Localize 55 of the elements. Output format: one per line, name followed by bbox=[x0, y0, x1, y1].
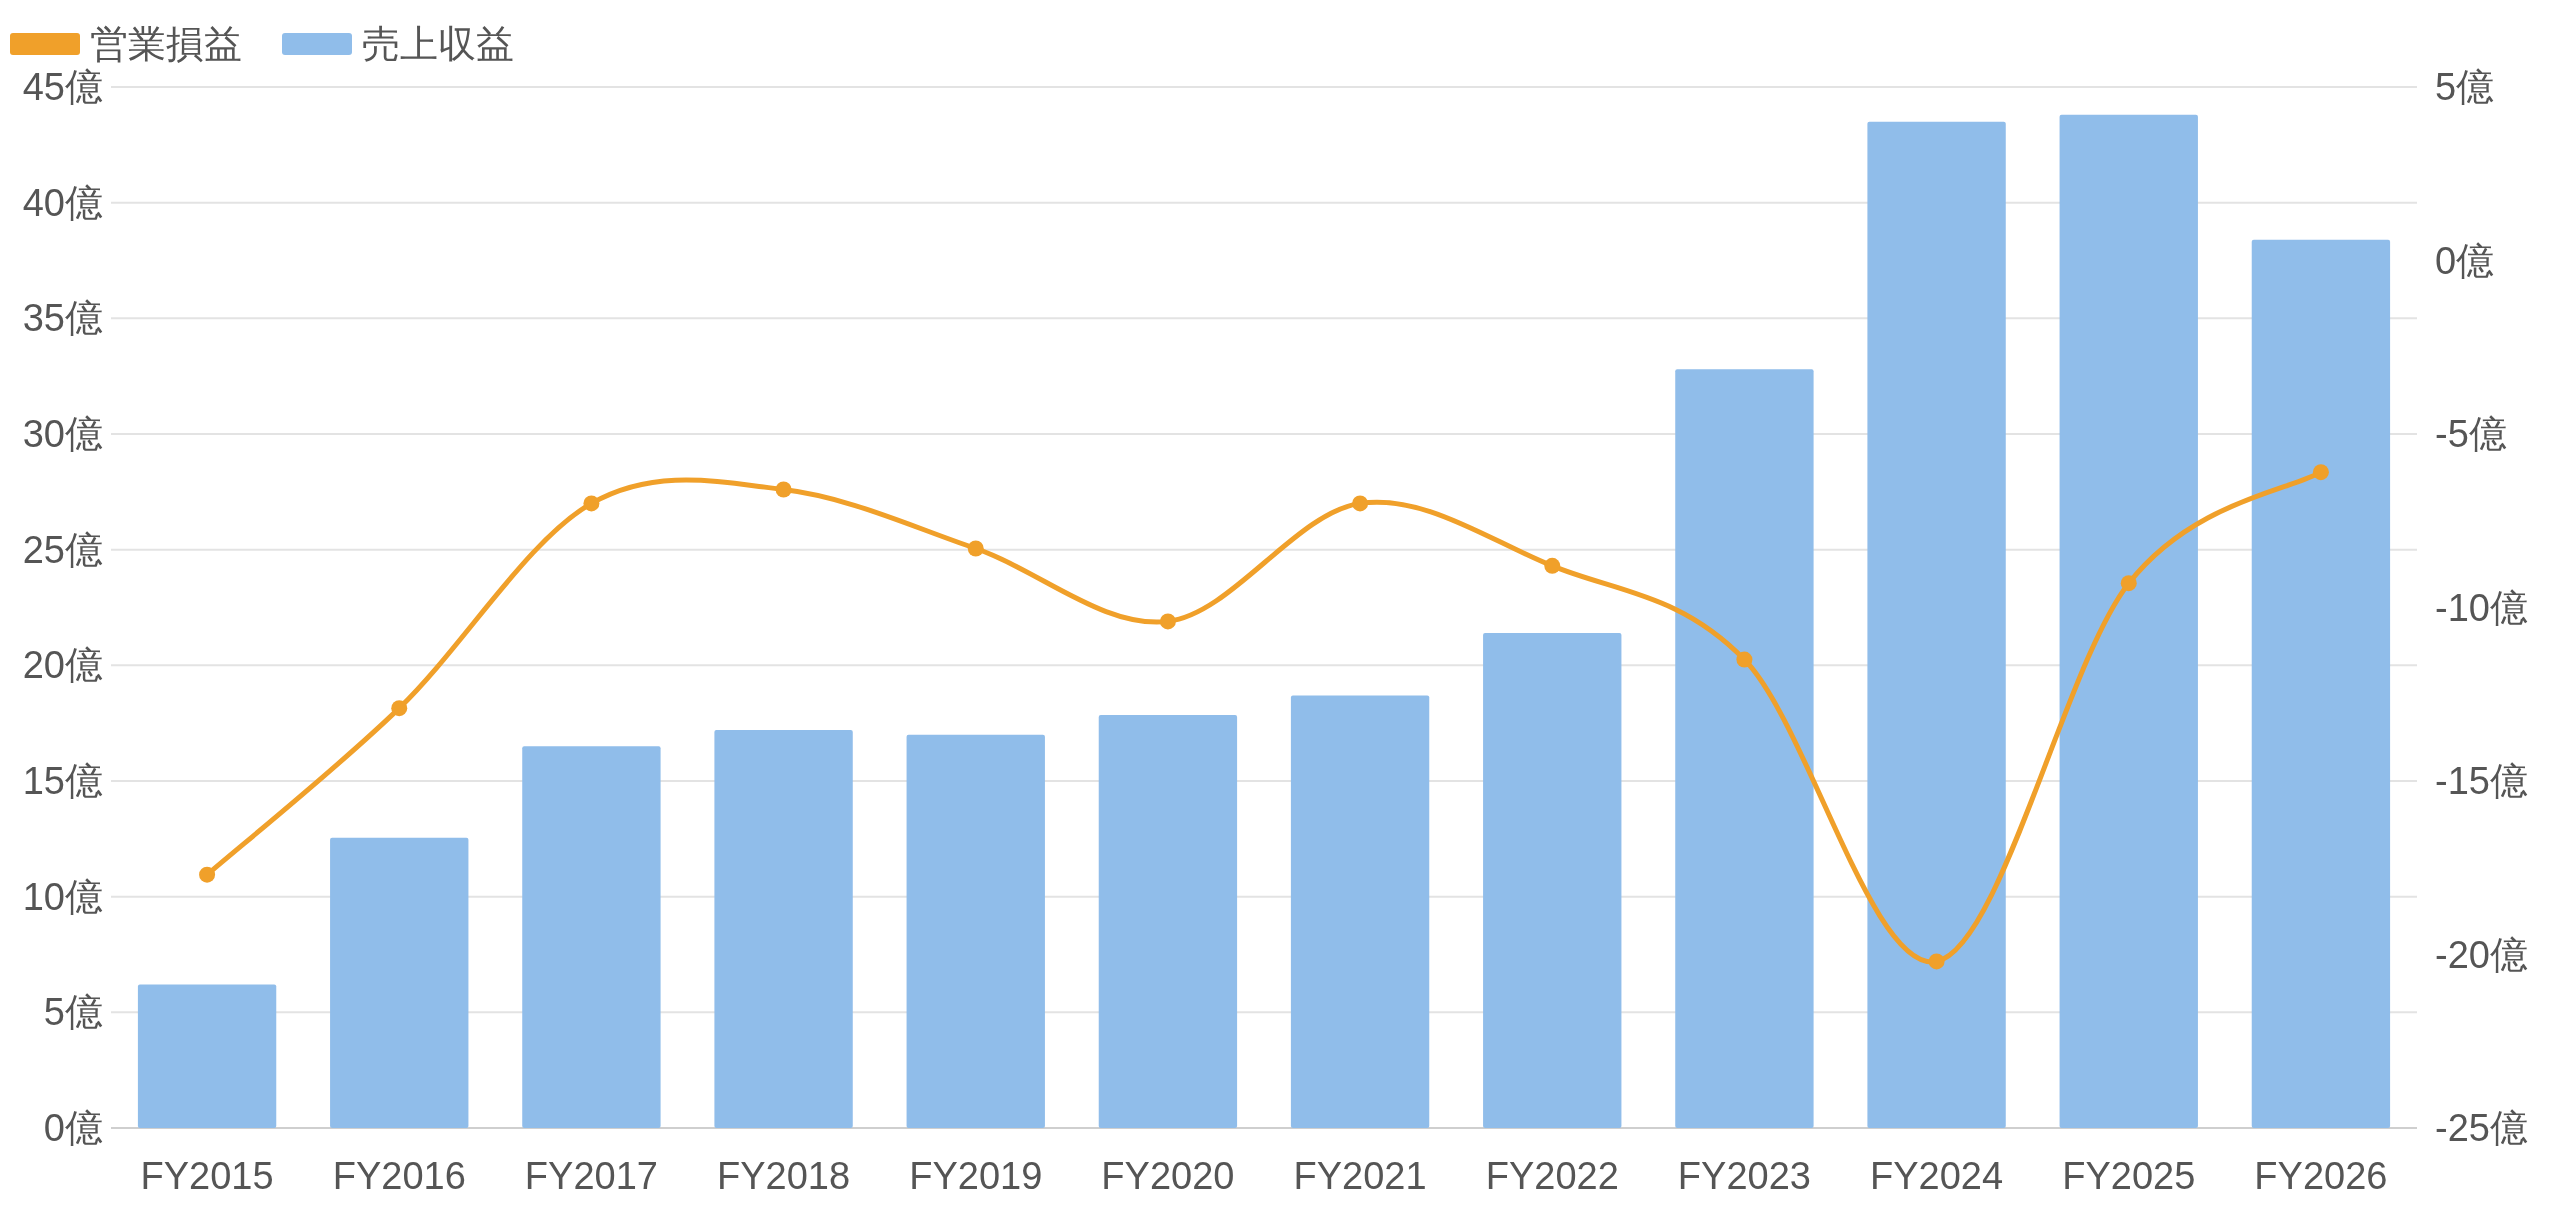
y-tick-label: 0億 bbox=[43, 1107, 103, 1149]
bar bbox=[1290, 695, 1430, 1128]
y-tick-label: 15億 bbox=[22, 760, 103, 802]
bar bbox=[1483, 632, 1622, 1128]
point bbox=[391, 700, 408, 717]
bar bbox=[1867, 121, 2006, 1128]
y-tick-label: 35億 bbox=[22, 297, 103, 340]
x-tick-label: FY2016 bbox=[332, 1155, 466, 1197]
x-tick-label: FY2021 bbox=[1293, 1155, 1427, 1197]
y2-tick-label: 0億 bbox=[2435, 239, 2495, 282]
point bbox=[583, 495, 600, 512]
y2-tick-label: -5億 bbox=[2435, 413, 2507, 455]
point bbox=[967, 540, 984, 557]
x-tick-label: FY2019 bbox=[909, 1155, 1043, 1197]
x-tick-label: FY2023 bbox=[1677, 1155, 1811, 1197]
x-tick-label: FY2025 bbox=[2062, 1155, 2196, 1197]
bar bbox=[714, 730, 853, 1128]
x-tick-label: FY2024 bbox=[1870, 1155, 2004, 1197]
y-tick-label: 30億 bbox=[22, 413, 103, 455]
point bbox=[1736, 651, 1753, 668]
y2-tick-label: -20億 bbox=[2435, 933, 2528, 976]
point bbox=[775, 481, 792, 498]
point bbox=[1159, 613, 1176, 630]
bar bbox=[522, 746, 661, 1128]
x-tick-label: FY2017 bbox=[524, 1155, 658, 1197]
bar bbox=[1675, 369, 1814, 1128]
point bbox=[199, 866, 216, 883]
y-tick-label: 5億 bbox=[43, 991, 103, 1034]
y2-tick-label: -25億 bbox=[2435, 1107, 2528, 1149]
y-tick-label: 25億 bbox=[22, 528, 103, 571]
y2-tick-label: -15億 bbox=[2435, 760, 2528, 802]
y-tick-label: 10億 bbox=[22, 875, 103, 918]
y-tick-label: 45億 bbox=[22, 66, 103, 108]
point bbox=[1544, 557, 1561, 574]
y2-tick-label: 5億 bbox=[2435, 66, 2495, 108]
bar bbox=[1098, 715, 1238, 1128]
x-tick-label: FY2022 bbox=[1485, 1155, 1619, 1197]
y-tick-label: 40億 bbox=[22, 181, 103, 224]
legend-label: 営業損益 bbox=[90, 23, 242, 65]
point bbox=[2312, 464, 2329, 481]
bar bbox=[2251, 239, 2391, 1128]
x-tick-label: FY2026 bbox=[2254, 1155, 2388, 1197]
bar bbox=[906, 734, 1045, 1128]
y-tick-label: 20億 bbox=[22, 644, 103, 687]
x-tick-label: FY2018 bbox=[717, 1155, 851, 1197]
y2-tick-label: -10億 bbox=[2435, 586, 2528, 629]
bar bbox=[330, 837, 469, 1128]
bar bbox=[2059, 114, 2198, 1128]
x-tick-label: FY2020 bbox=[1101, 1155, 1235, 1197]
bar bbox=[137, 984, 277, 1128]
point bbox=[1352, 495, 1369, 512]
x-tick-label: FY2015 bbox=[140, 1155, 274, 1197]
legend-label: 売上収益 bbox=[362, 23, 514, 65]
point bbox=[2120, 575, 2137, 592]
point bbox=[1928, 953, 1945, 970]
